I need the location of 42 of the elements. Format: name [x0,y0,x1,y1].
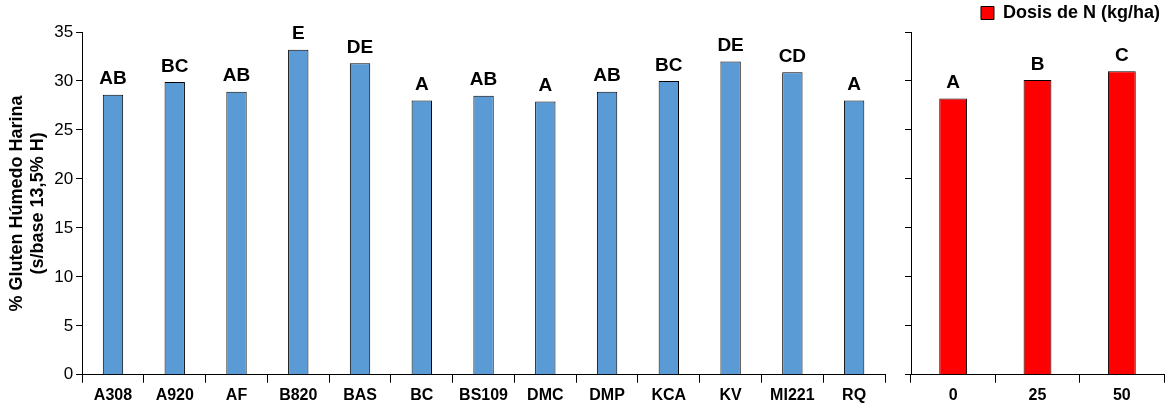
data-label: CD [778,44,807,66]
x-tick-label: BAS [343,385,378,403]
y-axis-title: % Gluten Húmedo Harina (s/base 13,5% H) [5,94,48,312]
data-label: AB [99,67,127,89]
data-label: AB [593,64,621,86]
data-label: B [1030,52,1045,74]
x-tick-label: BC [410,385,434,403]
y-tick-label: 20 [54,168,74,188]
y-tick-label: 5 [63,315,74,335]
x-tick-label: 25 [1028,385,1047,403]
legend-label: Dosis de N (kg/ha) [1002,1,1161,22]
x-tick-label: BS109 [459,385,509,403]
data-label: E [291,22,305,44]
data-label: A [847,73,862,95]
x-tick-label: B820 [279,385,318,403]
x-tick-label: AF [225,385,248,403]
x-tick-label: A308 [93,385,133,403]
y-tick-label: 30 [54,70,74,90]
y-tick-label: 10 [54,266,74,286]
x-tick-label: DMC [527,385,564,403]
data-label: C [1114,43,1129,65]
x-tick-label: MI221 [770,385,815,403]
data-label: BC [161,54,189,76]
x-tick-label: RQ [842,385,867,403]
data-label: A [946,71,961,93]
x-tick-label: KCA [651,385,687,403]
y-tick-label: 0 [63,364,74,384]
y-tick-label: 25 [54,119,74,139]
x-tick-label: DMP [589,385,626,403]
x-tick-label: A920 [155,385,194,403]
data-label: DE [346,36,374,58]
data-label: DE [717,34,744,56]
y-tick-label: 35 [54,21,74,41]
data-label: BC [655,53,683,75]
y-tick-label: 15 [54,217,74,237]
data-label: AB [222,64,251,86]
data-label: A [538,74,553,96]
x-tick-label: 50 [1112,385,1131,403]
x-tick-label: KV [719,385,743,403]
data-label: AB [469,68,498,90]
data-label: A [414,73,429,95]
x-tick-label: 0 [948,385,958,403]
